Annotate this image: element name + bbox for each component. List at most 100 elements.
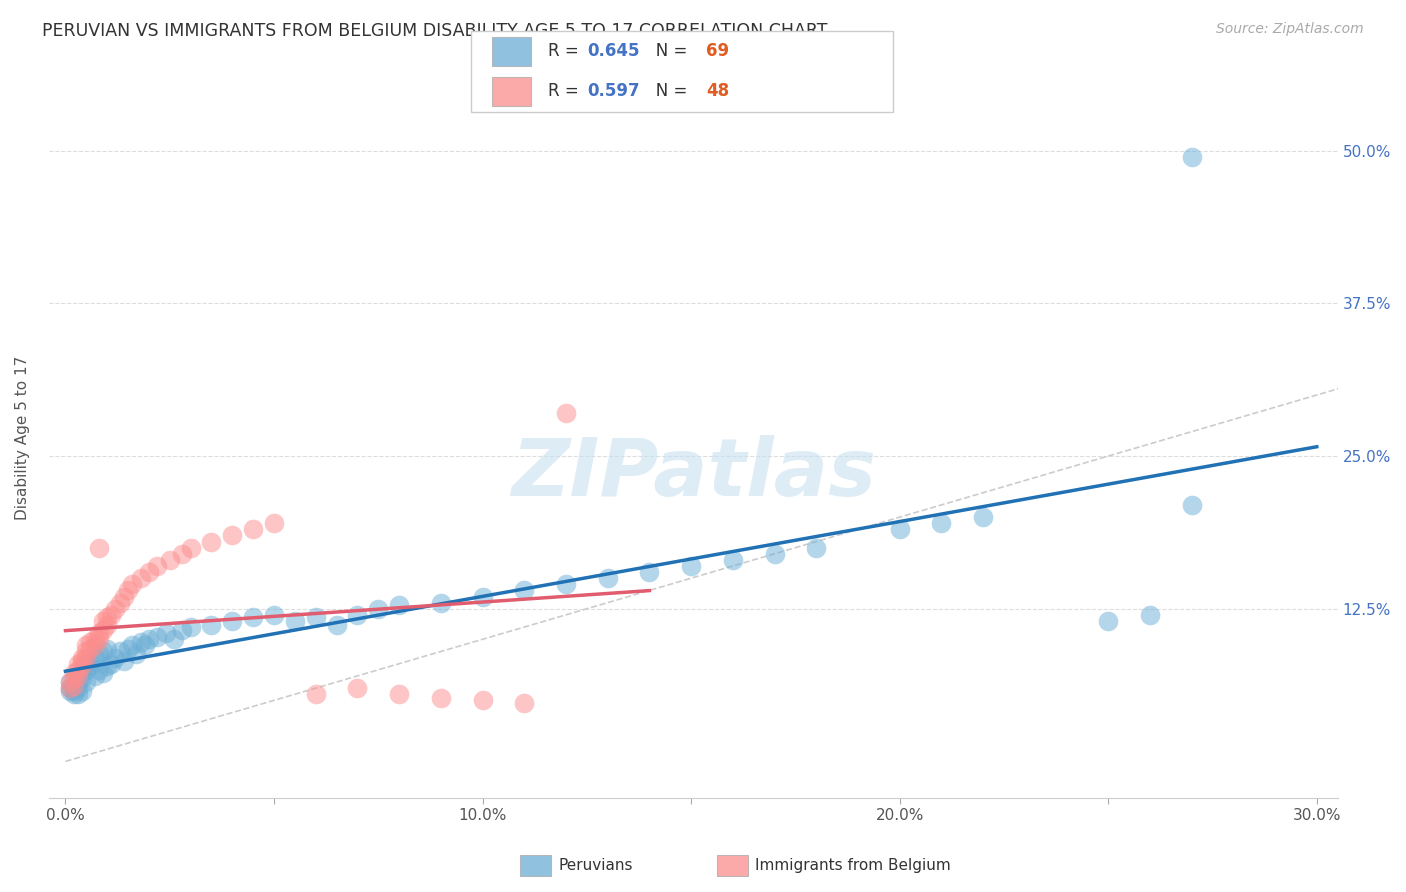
Point — [367, 601, 389, 615]
Point — [1139, 607, 1161, 622]
Point — [681, 559, 703, 574]
Point — [138, 632, 160, 647]
Point — [59, 675, 82, 690]
Point — [721, 553, 744, 567]
Point — [66, 681, 89, 695]
Point — [159, 553, 181, 567]
Point — [70, 659, 93, 673]
Point — [430, 596, 453, 610]
Point — [70, 666, 93, 681]
Point — [346, 607, 368, 622]
Point — [70, 650, 93, 665]
Point — [62, 681, 84, 695]
Text: 0.597: 0.597 — [588, 82, 640, 101]
Text: 0.645: 0.645 — [588, 42, 640, 61]
Point — [388, 687, 411, 701]
Point — [806, 541, 828, 555]
Text: Source: ZipAtlas.com: Source: ZipAtlas.com — [1216, 22, 1364, 37]
Point — [763, 547, 786, 561]
Point — [325, 617, 347, 632]
Point — [66, 663, 89, 677]
Point — [163, 632, 186, 647]
Point — [471, 590, 494, 604]
Point — [305, 687, 328, 701]
Point — [117, 642, 139, 657]
Point — [66, 669, 89, 683]
Point — [146, 630, 169, 644]
Point — [59, 681, 82, 695]
Point — [100, 657, 122, 671]
Point — [79, 634, 101, 648]
Point — [117, 583, 139, 598]
Point — [125, 647, 148, 661]
Point — [79, 659, 101, 673]
Point — [172, 623, 194, 637]
Point — [59, 681, 82, 695]
Point — [66, 669, 89, 683]
Point — [87, 626, 110, 640]
Point — [83, 632, 105, 647]
Point — [221, 614, 243, 628]
Text: N =: N = — [640, 42, 692, 61]
Point — [138, 565, 160, 579]
Point — [70, 672, 93, 686]
Point — [100, 607, 122, 622]
Point — [96, 617, 118, 632]
Point — [75, 639, 97, 653]
Point — [513, 696, 536, 710]
Point — [79, 654, 101, 668]
Text: Immigrants from Belgium: Immigrants from Belgium — [755, 858, 950, 872]
Point — [75, 644, 97, 658]
Point — [242, 610, 264, 624]
Point — [108, 644, 131, 658]
Point — [87, 632, 110, 647]
Point — [112, 590, 135, 604]
Point — [62, 683, 84, 698]
Point — [62, 672, 84, 686]
Point — [200, 617, 222, 632]
Point — [1097, 614, 1119, 628]
Point — [91, 644, 114, 658]
Text: Peruvians: Peruvians — [558, 858, 633, 872]
Text: N =: N = — [640, 82, 692, 101]
Point — [180, 541, 202, 555]
Point — [200, 534, 222, 549]
Point — [87, 647, 110, 661]
Point — [59, 683, 82, 698]
Point — [96, 659, 118, 673]
Point — [430, 690, 453, 705]
Point — [555, 406, 578, 420]
Point — [91, 666, 114, 681]
Point — [91, 614, 114, 628]
Text: ZIPatlas: ZIPatlas — [510, 434, 876, 513]
Point — [513, 583, 536, 598]
Point — [121, 639, 143, 653]
Point — [70, 683, 93, 698]
Point — [1181, 150, 1204, 164]
Point — [62, 679, 84, 693]
Point — [75, 657, 97, 671]
Point — [263, 516, 285, 531]
Point — [129, 571, 152, 585]
Point — [75, 675, 97, 690]
Point — [596, 571, 619, 585]
Point — [471, 693, 494, 707]
Point — [66, 675, 89, 690]
Point — [108, 596, 131, 610]
Point — [346, 681, 368, 695]
Point — [96, 642, 118, 657]
Point — [83, 650, 105, 665]
Text: PERUVIAN VS IMMIGRANTS FROM BELGIUM DISABILITY AGE 5 TO 17 CORRELATION CHART: PERUVIAN VS IMMIGRANTS FROM BELGIUM DISA… — [42, 22, 828, 40]
Point — [66, 687, 89, 701]
Point — [75, 663, 97, 677]
Point — [284, 614, 307, 628]
Point — [180, 620, 202, 634]
Text: R =: R = — [548, 42, 585, 61]
Point — [83, 669, 105, 683]
Point — [555, 577, 578, 591]
Point — [388, 598, 411, 612]
Point — [112, 654, 135, 668]
Point — [59, 675, 82, 690]
Point — [134, 639, 156, 653]
Text: 48: 48 — [706, 82, 728, 101]
